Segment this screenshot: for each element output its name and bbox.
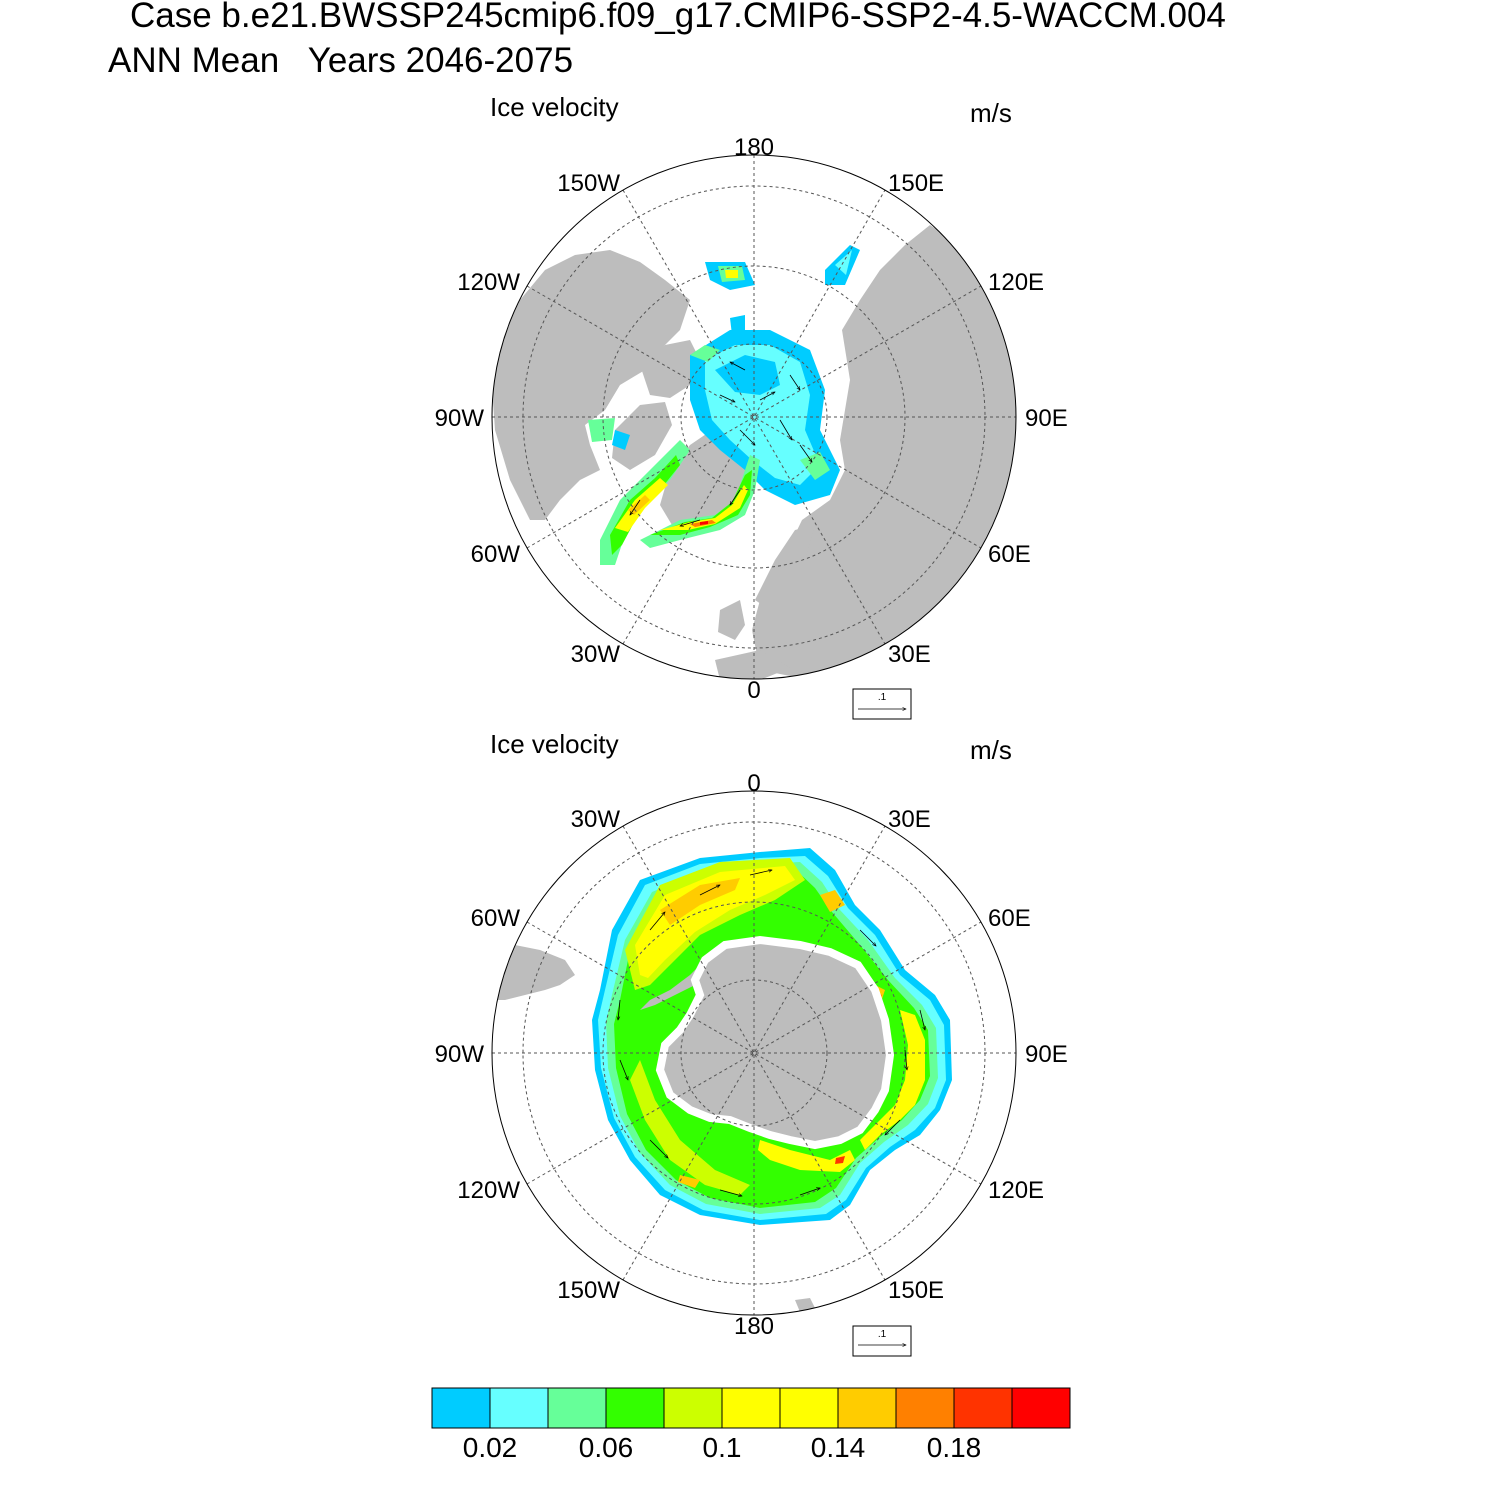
sh-lon-label: 150E	[888, 1277, 944, 1304]
nh-lon-label: 60E	[988, 541, 1031, 568]
europe-south-land	[715, 650, 790, 679]
case-title: Case b.e21.BWSSP245cmip6.f09_g17.CMIP6-S…	[130, 0, 1226, 35]
south-map-border	[491, 790, 1017, 1316]
colorbar-swatch	[779, 1387, 839, 1429]
sh-lon-label: 60W	[471, 905, 521, 932]
sh-lon-label: 60E	[988, 905, 1031, 932]
colorbar-swatch	[489, 1387, 549, 1429]
sh-lon-label: 30W	[571, 806, 621, 833]
nh-lon-label: 30W	[571, 641, 621, 668]
nh-units-label: m/s	[970, 98, 1012, 128]
nh-lon-label: 90W	[435, 405, 485, 432]
colorbar-swatch	[605, 1387, 665, 1429]
antarctic-peninsula-land	[640, 960, 705, 1010]
nh-ref-vector-label: .1	[878, 692, 887, 703]
canadian-archipelago-land	[640, 340, 700, 398]
sh-field-label: Ice velocity	[490, 729, 619, 759]
scandinavia-land	[755, 525, 815, 610]
colorbar-swatch	[663, 1387, 723, 1429]
nh-lon-label: 90E	[1025, 405, 1068, 432]
colorbar-swatch	[953, 1387, 1013, 1429]
nh-lon-label: 30E	[888, 641, 931, 668]
colorbar-tick-label: 0.14	[810, 1432, 866, 1463]
colorbar-tick-label: 0.18	[926, 1432, 982, 1463]
nh-lon-label: 150E	[888, 170, 944, 197]
nh-lon-label: 120W	[457, 269, 520, 296]
colorbar-tick-label: 0.02	[462, 1432, 518, 1463]
south-america-land	[492, 945, 575, 1000]
north-graticule	[492, 155, 1016, 679]
sh-lon-label: 90E	[1025, 1041, 1068, 1068]
north-map-border	[491, 154, 1017, 680]
south-polar-map: 0 30E 60E 90E 120E 150E 180 150W 120W 90…	[435, 770, 1068, 1357]
sh-lon-label: 90W	[435, 1041, 485, 1068]
sh-lon-label: 0	[747, 770, 760, 797]
britain-land	[718, 600, 745, 640]
sh-lon-label: 150W	[557, 1277, 620, 1304]
sh-units-label: m/s	[970, 735, 1012, 765]
colorbar-tick-label: 0.06	[578, 1432, 634, 1463]
north-ice-vectors	[630, 361, 812, 526]
baffin-island-land	[612, 402, 672, 470]
period-title: ANN Mean Years 2046-2075	[108, 41, 574, 80]
colorbar-swatch	[431, 1387, 491, 1429]
nh-lon-label: 150W	[557, 170, 620, 197]
nh-lon-label: 180	[734, 134, 774, 161]
sh-lon-label: 30E	[888, 806, 931, 833]
eurasia-land	[752, 225, 1016, 679]
sh-lon-label: 120W	[457, 1177, 520, 1204]
colorbar-swatch	[547, 1387, 607, 1429]
nh-lon-label: 60W	[471, 541, 521, 568]
south-ice-vectors	[618, 870, 925, 1196]
colorbar-swatch	[1011, 1387, 1071, 1429]
antarctica-land	[660, 940, 890, 1145]
colorbar	[431, 1387, 1071, 1429]
sh-ref-vector-label: .1	[878, 1329, 887, 1340]
sh-lon-label: 180	[734, 1313, 774, 1340]
nh-lon-label: 0	[747, 677, 760, 704]
sh-lon-label: 120E	[988, 1177, 1044, 1204]
north-polar-map: 180 150E 120E 90E 60E 30E 0 30W 60W 90W …	[435, 134, 1068, 720]
nh-lon-label: 120E	[988, 269, 1044, 296]
sh-reference-vector: .1	[852, 1325, 912, 1357]
colorbar-swatch	[837, 1387, 897, 1429]
colorbar-swatch	[721, 1387, 781, 1429]
nh-reference-vector: .1	[852, 688, 912, 720]
colorbar-swatch	[895, 1387, 955, 1429]
nh-field-label: Ice velocity	[490, 92, 619, 122]
colorbar-tick-label: 0.1	[702, 1432, 742, 1463]
